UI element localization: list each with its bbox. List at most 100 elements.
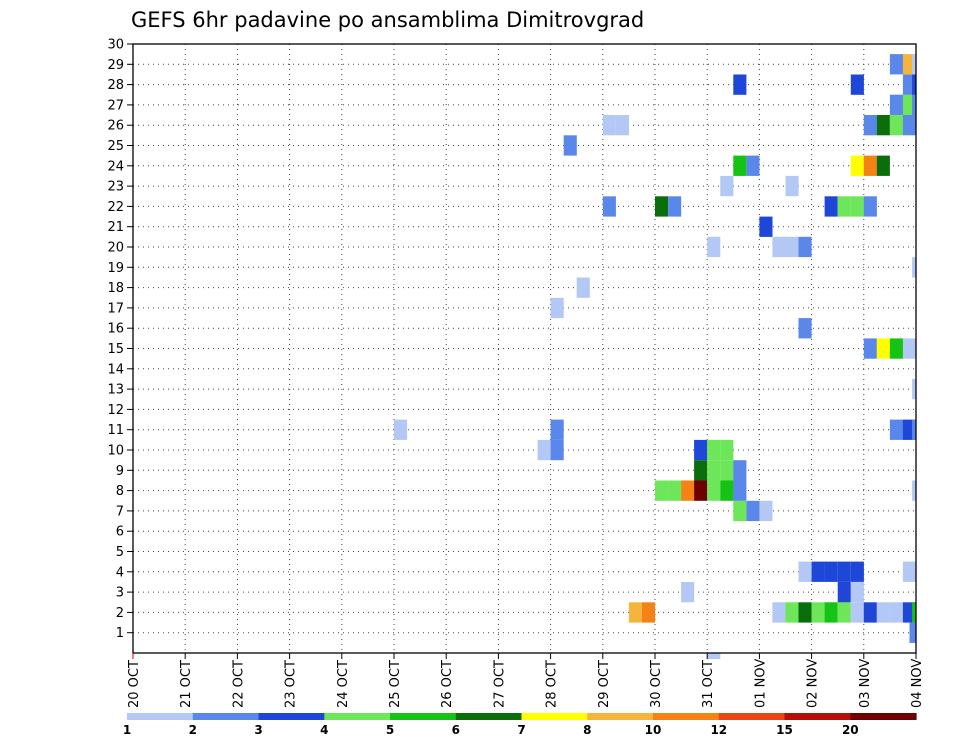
colorbar-label: 12 [710, 723, 727, 737]
colorbar-segment [653, 713, 720, 720]
x-tick-label: 02 NOV [806, 659, 821, 708]
heatmap-cell [863, 155, 877, 176]
heatmap-cell [837, 582, 851, 603]
heatmap-cell [746, 155, 760, 176]
heatmap-cell [628, 602, 642, 623]
y-tick-label: 14 [107, 362, 124, 377]
heatmap-cell [720, 175, 734, 197]
y-tick-label: 17 [107, 301, 124, 316]
heatmap-cell [837, 602, 851, 623]
heatmap-cell [837, 561, 851, 582]
colorbar-segment [127, 713, 194, 720]
colorbar-segment [587, 713, 654, 720]
colorbar-label: 5 [386, 723, 394, 737]
y-tick-label: 20 [107, 241, 124, 256]
y-tick-label: 16 [107, 322, 124, 337]
heatmap-cell [863, 602, 877, 623]
x-tick-label: 31 OCT [701, 660, 716, 708]
heatmap-cell [707, 460, 721, 481]
y-tick-label: 19 [107, 261, 124, 276]
y-tick-label: 3 [116, 586, 124, 601]
colorbar-label: 8 [583, 723, 591, 737]
grid-layer [133, 44, 916, 653]
heatmap-cell [850, 74, 864, 95]
y-tick-label: 12 [107, 403, 124, 418]
heatmap-cell [798, 602, 812, 623]
chart-title: GEFS 6hr padavine po ansamblima Dimitrov… [131, 8, 644, 32]
y-tick-label: 25 [107, 139, 124, 154]
heatmap-cell [850, 602, 864, 623]
heatmap-cell [720, 460, 734, 481]
x-tick-label: 27 OCT [492, 660, 507, 708]
heatmap-cell [824, 196, 838, 217]
x-tick-label: 28 OCT [545, 660, 560, 708]
y-tick-label: 2 [116, 606, 124, 621]
y-tick-label: 7 [116, 504, 124, 519]
y-tick-label: 9 [116, 464, 124, 479]
heatmap-cell [902, 561, 916, 582]
heatmap-cell [876, 602, 890, 623]
heatmap-cell [876, 115, 890, 136]
heatmap-cell [798, 561, 812, 582]
colorbar-label: 4 [320, 723, 328, 737]
heatmap-cell [912, 378, 917, 400]
y-tick-label: 22 [107, 200, 124, 215]
x-tick-label: 26 OCT [440, 660, 455, 708]
heatmap-cell [889, 94, 903, 115]
x-tick-label: 24 OCT [336, 660, 351, 708]
heatmap-cell [824, 602, 838, 623]
heatmap-cell [733, 460, 747, 481]
cells-layer [394, 54, 917, 659]
x-tick-label: 20 OCT [127, 660, 142, 708]
colorbar: 1 2 3 4 5 6 7 8 10 12 15 20 [123, 713, 917, 737]
heatmap-cell [889, 602, 903, 623]
heatmap-cell [811, 602, 825, 623]
colorbar-label: 7 [517, 723, 525, 737]
x-tick-label: 01 NOV [753, 659, 768, 708]
heatmap-cell [733, 500, 747, 522]
colorbar-label: 10 [645, 723, 662, 737]
heatmap-cell [550, 297, 564, 319]
heatmap-cell [694, 439, 708, 461]
heatmap-cell [912, 54, 917, 75]
heatmap-cell [537, 439, 551, 461]
heatmap-cell [720, 439, 734, 461]
y-tick-label: 26 [107, 119, 124, 134]
colorbar-segment [521, 713, 588, 720]
heatmap-cell [850, 561, 864, 582]
x-tick-label: 29 OCT [597, 660, 612, 708]
heatmap-cell [850, 196, 864, 217]
y-tick-label: 6 [116, 525, 124, 540]
heatmap-cell [707, 439, 721, 461]
heatmap-cell [746, 500, 760, 522]
heatmap-cell [912, 419, 917, 440]
heatmap-cell [668, 196, 682, 217]
heatmap-cell [707, 653, 721, 659]
colorbar-segment [192, 713, 260, 720]
heatmap-cell [785, 602, 799, 623]
y-axis: 1234567891011121314151617181920212223242… [107, 38, 133, 641]
y-tick-label: 24 [107, 159, 124, 174]
heatmap-cell [837, 196, 851, 217]
heatmap-cell [681, 582, 695, 603]
heatmap-cell [811, 561, 825, 582]
heatmap-cell [733, 155, 747, 176]
colorbar-label: 2 [189, 723, 197, 737]
x-tick-label: 30 OCT [649, 660, 664, 708]
heatmap-cell [824, 561, 838, 582]
heatmap-cell [850, 155, 864, 176]
heatmap-cell [798, 236, 812, 258]
colorbar-segment [324, 713, 391, 720]
heatmap-cell [798, 318, 812, 339]
heatmap-cell [602, 196, 616, 217]
heatmap-cell [912, 74, 917, 95]
heatmap-cell [615, 115, 629, 136]
y-tick-label: 29 [107, 58, 124, 73]
colorbar-label: 1 [123, 723, 131, 737]
heatmap-cell [785, 236, 799, 258]
x-tick-label: 03 NOV [858, 659, 873, 708]
x-tick-label: 21 OCT [179, 660, 194, 708]
heatmap-cell [772, 602, 786, 623]
colorbar-label: 20 [842, 723, 859, 737]
